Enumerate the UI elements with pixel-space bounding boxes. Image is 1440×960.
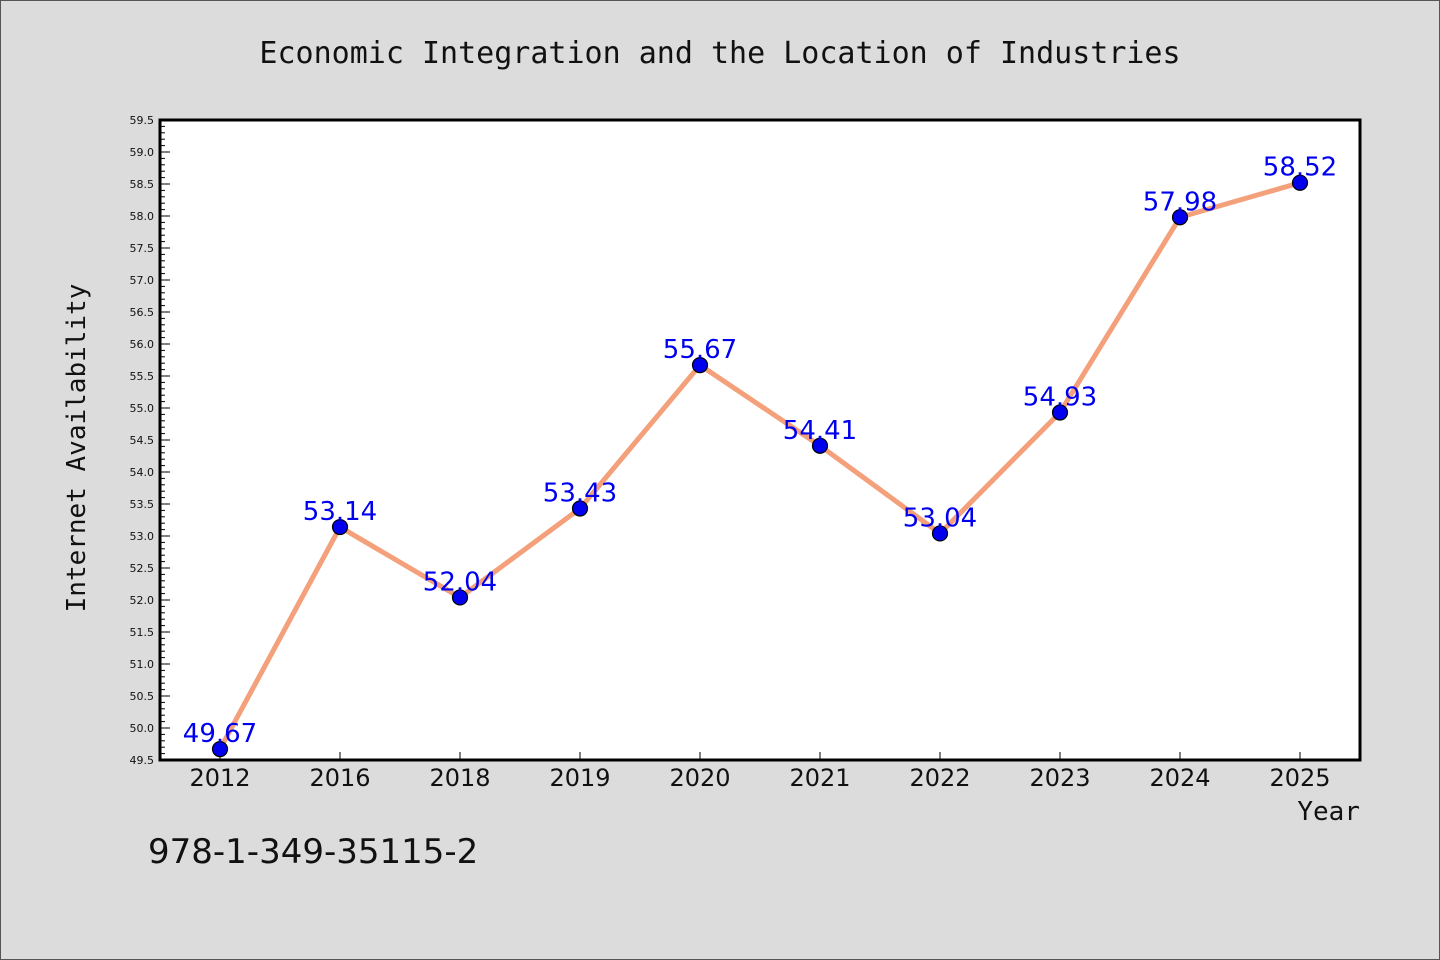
data-point <box>931 525 949 542</box>
x-tick-label: 2019 <box>549 764 610 792</box>
y-tick-label: 59.5 <box>130 114 155 127</box>
y-axis-ticks: 49.5 50.0 50.5 51.0 51.5 52.0 52.5 53.0 53.5 54.0… <box>130 114 170 767</box>
y-tick-label: 57.5 <box>130 242 155 255</box>
data-point <box>1171 209 1189 226</box>
data-labels: 49.67 53.14 52.04 53.43 55.67 54.41 53.04 54.93… <box>183 153 1337 749</box>
y-tick-label: 59.0 <box>130 146 155 159</box>
x-tick-label: 2022 <box>909 764 970 792</box>
data-point <box>211 741 229 758</box>
y-tick-label: 55.0 <box>130 402 155 415</box>
data-point <box>811 437 829 454</box>
series-line-group <box>217 180 1301 751</box>
y-tick-label: 56.5 <box>130 306 155 319</box>
data-point <box>451 589 469 606</box>
data-label: 52.04 <box>423 567 497 597</box>
data-point <box>1291 174 1309 191</box>
x-tick-label: 2021 <box>789 764 850 792</box>
data-point <box>691 357 709 374</box>
y-tick-label: 54.0 <box>130 466 155 479</box>
data-label: 58.52 <box>1263 153 1337 183</box>
y-tick-label: 51.5 <box>130 626 155 639</box>
y-tick-label: 51.0 <box>130 658 155 671</box>
x-tick-label: 2024 <box>1149 764 1210 792</box>
y-tick-label: 49.5 <box>130 754 155 767</box>
series-line <box>217 180 1301 751</box>
y-tick-label: 50.0 <box>130 722 155 735</box>
data-label: 55.67 <box>663 335 737 365</box>
x-tick-label: 2025 <box>1269 764 1330 792</box>
x-tick-label: 2020 <box>669 764 730 792</box>
y-tick-label: 56.0 <box>130 338 155 351</box>
y-tick-label: 57.0 <box>130 274 155 287</box>
y-tick-label: 54.5 <box>130 434 155 447</box>
y-tick-label: 55.5 <box>130 370 155 383</box>
data-label: 54.41 <box>783 416 857 446</box>
data-point <box>331 518 349 536</box>
y-tick-label: 53.0 <box>130 530 155 543</box>
x-axis-ticks: 2012 2016 2018 2019 2020 2021 2022 2023 2024 2025 <box>189 752 1331 792</box>
plot-area <box>158 118 1362 762</box>
data-label: 53.04 <box>903 503 977 533</box>
data-label: 53.14 <box>303 497 377 527</box>
y-tick-label: 53.5 <box>130 498 155 511</box>
x-axis-label: Year <box>1297 797 1360 827</box>
y-tick-label: 52.5 <box>130 562 155 575</box>
y-tick-label: 58.0 <box>130 210 155 223</box>
data-point <box>1051 404 1069 421</box>
data-label: 53.43 <box>543 478 617 508</box>
series-markers <box>211 174 1309 758</box>
data-label: 54.93 <box>1023 382 1097 412</box>
chart-title: Economic Integration and the Location of… <box>259 36 1180 71</box>
footer-code: 978-1-349-35115-2 <box>148 832 479 872</box>
x-tick-label: 2016 <box>309 764 370 792</box>
y-tick-label: 58.5 <box>130 178 155 191</box>
data-label: 57.98 <box>1143 187 1217 217</box>
data-point <box>571 500 589 517</box>
y-tick-label: 52.0 <box>130 594 155 607</box>
y-axis-label: Internet Availability <box>62 284 92 613</box>
y-tick-label: 50.5 <box>130 690 155 703</box>
data-label: 49.67 <box>183 719 257 749</box>
x-tick-label: 2018 <box>429 764 490 792</box>
x-tick-label: 2012 <box>189 764 250 792</box>
x-tick-label: 2023 <box>1029 764 1090 792</box>
